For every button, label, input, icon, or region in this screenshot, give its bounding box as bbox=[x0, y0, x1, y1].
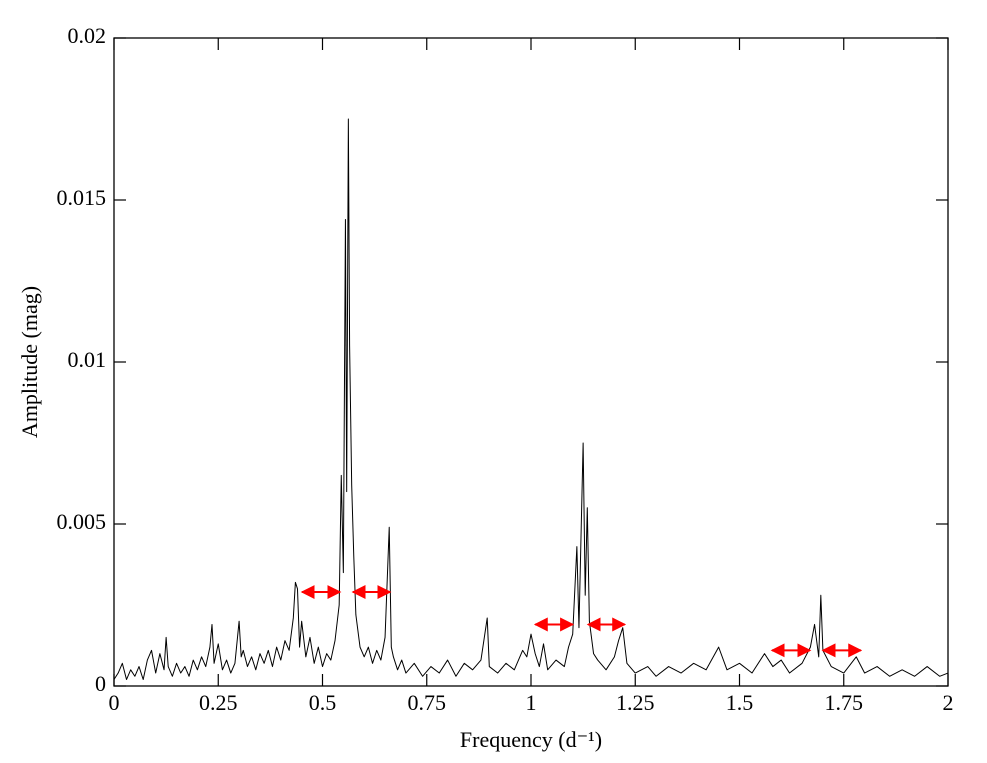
x-axis-label: Frequency (d⁻¹) bbox=[460, 727, 602, 752]
x-tick-label: 1.25 bbox=[616, 690, 655, 715]
x-tick-label: 0 bbox=[109, 690, 120, 715]
x-tick-label: 0.75 bbox=[408, 690, 447, 715]
y-axis-label: Amplitude (mag) bbox=[17, 286, 42, 438]
x-tick-label: 1.5 bbox=[726, 690, 754, 715]
spectrum-line bbox=[113, 118, 949, 681]
x-tick-label: 0.5 bbox=[309, 690, 337, 715]
plot-frame bbox=[113, 37, 949, 687]
y-tick-label: 0.01 bbox=[68, 347, 107, 372]
y-tick-label: 0 bbox=[95, 671, 106, 696]
y-tick-label: 0.005 bbox=[57, 509, 107, 534]
y-tick-label: 0.02 bbox=[68, 23, 107, 48]
x-tick-label: 0.25 bbox=[199, 690, 238, 715]
x-tick-label: 1.75 bbox=[825, 690, 864, 715]
y-tick-label: 0.015 bbox=[57, 185, 107, 210]
x-tick-label: 2 bbox=[943, 690, 954, 715]
x-tick-label: 1 bbox=[526, 690, 537, 715]
